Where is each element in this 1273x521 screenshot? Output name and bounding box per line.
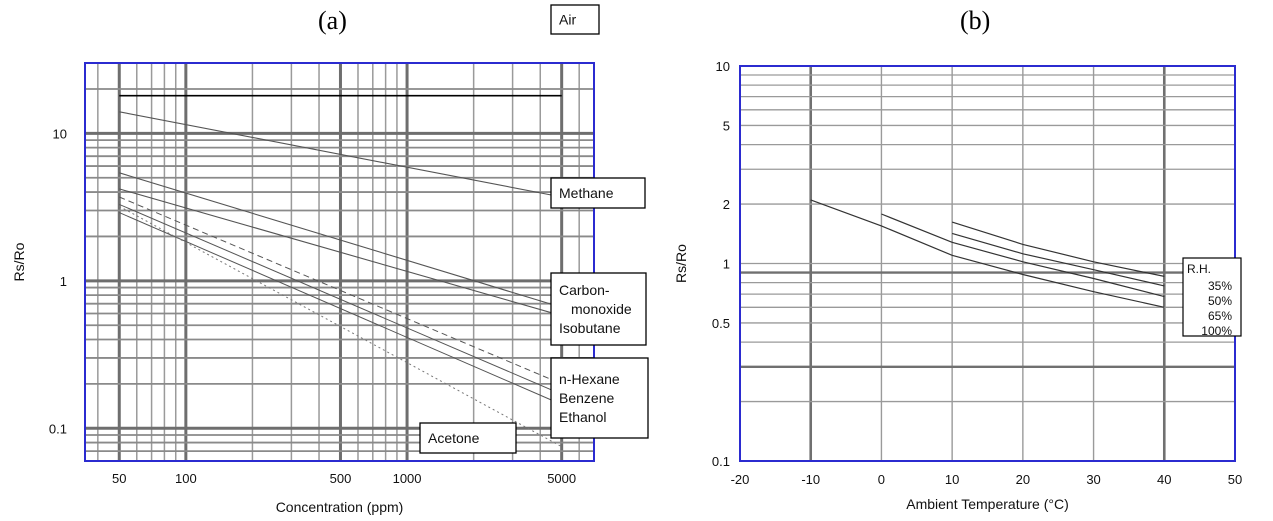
chart-a-annotation-text: Benzene	[559, 390, 614, 406]
chart-a-x-tick-label: 100	[175, 471, 197, 486]
chart-a-annotation-text: Carbon-	[559, 282, 610, 298]
chart-a-annotation-acetone: Acetone	[419, 422, 517, 454]
chart-a-x-tick-label: 50	[112, 471, 126, 486]
chart-a-annotation-text: Ethanol	[559, 409, 606, 425]
chart-a-annotation-text: monoxide	[571, 301, 632, 317]
chart-a-x-tick-label: 5000	[547, 471, 576, 486]
panel-b-label: (b)	[960, 6, 991, 35]
chart-a-annotation-box	[550, 272, 647, 346]
chart-a-annotation-box	[550, 4, 600, 35]
chart-a-annotations: Air Methane Carbon-monoxide Isobutane n-Hexa…	[419, 4, 649, 454]
chart-a-annotation-co_iso: Carbon-monoxide Isobutane	[550, 272, 647, 346]
chart-a-series	[119, 94, 562, 448]
chart-a-ticks: 50 100 500 1000 5000 0.1 1 10	[49, 126, 576, 486]
chart-a-y-tick-label: 10	[53, 126, 67, 141]
chart-a-annotation-box	[550, 177, 646, 209]
chart-a-annotation-methane: Methane	[550, 177, 646, 209]
chart-a-x-tick-label: 1000	[393, 471, 422, 486]
chart-a-annotation-text: n-Hexane	[559, 371, 620, 387]
panel-a-label: (a)	[318, 6, 347, 35]
chart-a-x-axis-label: Concentration (ppm)	[276, 499, 404, 515]
chart-a-series-line-benzene	[119, 203, 562, 395]
chart-a-plot-frame	[84, 62, 595, 462]
chart-a-y-axis-label: Rs/Ro	[11, 242, 27, 281]
chart-a-annotation-text: Acetone	[428, 430, 480, 446]
chart-a-series-line-ethanol	[119, 212, 562, 405]
chart-a-grid	[85, 62, 595, 462]
chart-a-series-line-acetone	[119, 205, 562, 448]
chart-a-annotation-text: Methane	[559, 185, 614, 201]
chart-a-annotation-air: Air	[550, 4, 600, 35]
chart-a-series-line-methane	[119, 111, 562, 198]
chart-a-annotation-text: Isobutane	[559, 320, 621, 336]
chart-a-series-line-hexane	[119, 196, 562, 385]
chart-a-y-tick-label: 0.1	[49, 421, 67, 436]
chart-a-annotation-text: Air	[559, 12, 576, 28]
chart-a-series-line-co	[119, 172, 562, 308]
chart-a-annotation-box	[550, 357, 649, 439]
chart-a-x-tick-label: 500	[330, 471, 352, 486]
chart-a-annotation-hbe: n-Hexane Benzene Ethanol	[550, 357, 649, 439]
chart-a-y-tick-label: 1	[60, 274, 67, 289]
chart-a-series-line-isobutane	[119, 188, 562, 317]
chart-a-annotation-box	[419, 422, 517, 454]
